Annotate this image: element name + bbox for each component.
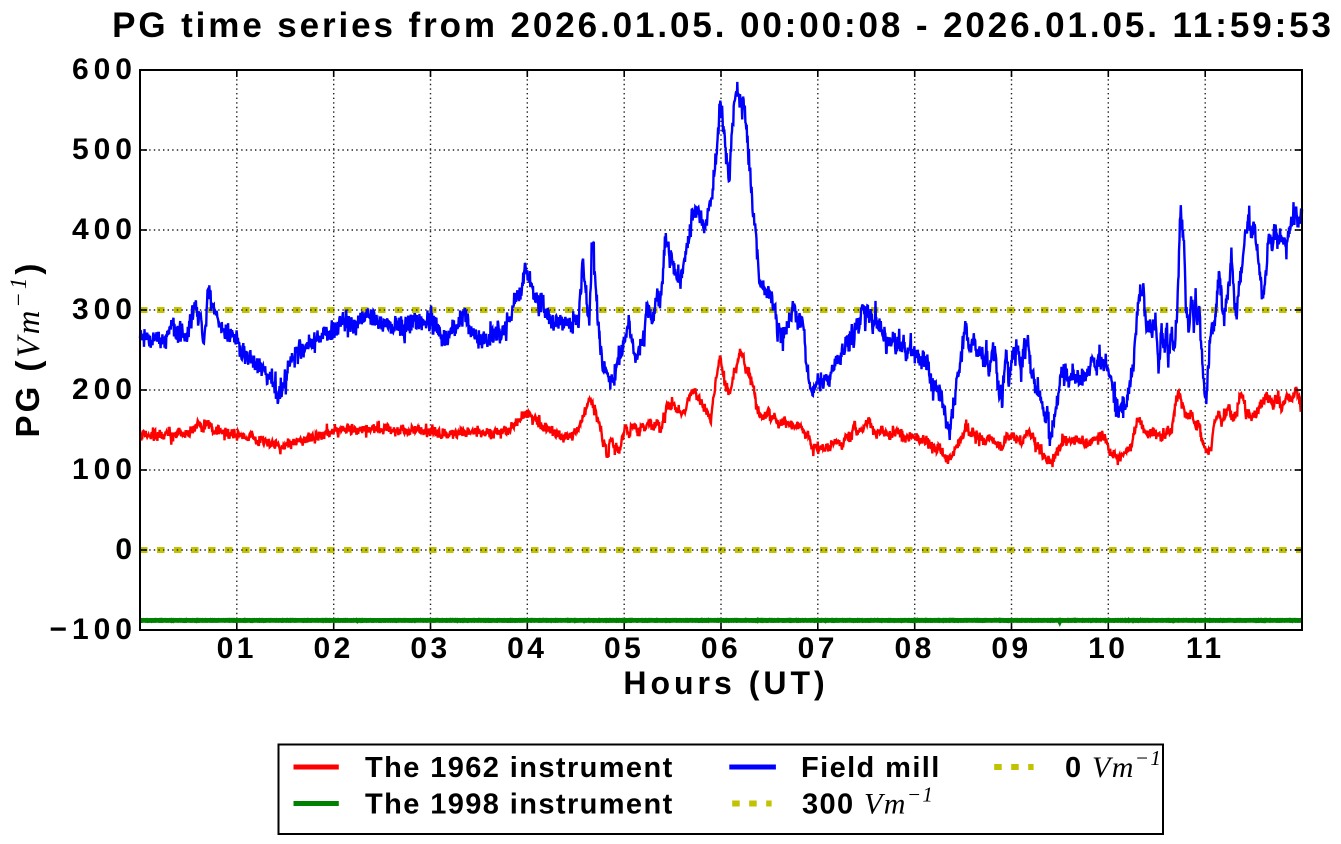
svg-text:07: 07 (798, 632, 838, 665)
svg-text:400: 400 (72, 213, 137, 246)
svg-text:200: 200 (72, 373, 137, 406)
svg-text:09: 09 (991, 632, 1031, 665)
svg-text:02: 02 (314, 632, 354, 665)
svg-text:500: 500 (72, 133, 137, 166)
svg-text:300: 300 (72, 293, 137, 326)
svg-text:100: 100 (72, 453, 137, 486)
svg-text:0: 0 (115, 533, 137, 566)
svg-text:−100: −100 (49, 613, 137, 646)
svg-text:11: 11 (1186, 632, 1225, 665)
svg-text:03: 03 (410, 632, 450, 665)
svg-text:Hours (UT): Hours (UT) (623, 665, 828, 701)
svg-text:PG time series from 2026.01.05: PG time series from 2026.01.05. 00:00:08… (112, 6, 1334, 45)
svg-text:10: 10 (1088, 632, 1128, 665)
svg-text:08: 08 (895, 632, 935, 665)
svg-text:06: 06 (701, 632, 741, 665)
svg-text:The 1998 instrument: The 1998 instrument (365, 789, 674, 821)
svg-text:600: 600 (72, 53, 137, 86)
svg-text:Field mill: Field mill (801, 752, 941, 784)
svg-text:04: 04 (507, 632, 547, 665)
svg-text:05: 05 (604, 632, 644, 665)
svg-text:01: 01 (217, 632, 257, 665)
svg-text:The 1962 instrument: The 1962 instrument (365, 752, 674, 784)
